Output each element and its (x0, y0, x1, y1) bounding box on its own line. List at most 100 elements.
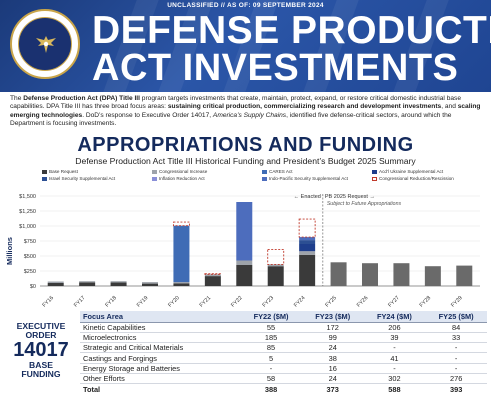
bar-segment-ukraine (299, 244, 316, 252)
bar-segment-cares (173, 225, 190, 283)
eo-14017-label: EXECUTIVE ORDER 14017 BASE FUNDING (13, 321, 69, 379)
table-cell-value: 33 (425, 332, 487, 344)
x-tick-label: FY17 (73, 295, 87, 309)
x-tick-label: FY26 (356, 295, 370, 309)
y-tick-label: $1,250 (19, 209, 36, 215)
col-header-focus-area: Focus Area (80, 311, 241, 323)
bar-segment-israel (299, 240, 316, 244)
table-row: Energy Storage and Batteries -16- - (80, 363, 487, 374)
bar-segment-base (204, 276, 221, 286)
bar-segment-rescission (204, 273, 222, 275)
bar-segment-base (456, 265, 473, 286)
table-cell-focus-area: Castings and Forgings (80, 352, 241, 364)
x-tick-label: FY20 (167, 295, 181, 309)
bar-segment-rescission (172, 221, 190, 227)
classification-banner: UNCLASSIFIED // AS OF: 09 SEPTEMBER 2024 (167, 2, 324, 9)
y-axis-label: Millions (5, 237, 14, 265)
table-cell-focus-area: Kinetic Capabilities (80, 322, 241, 333)
table-cell-value: 5 (240, 352, 302, 364)
x-tick-label: FY19 (136, 295, 150, 309)
table-total-row: Total 388 373 588 393 (80, 384, 487, 394)
table-cell-value: 39 (363, 332, 426, 344)
col-header-fy23: FY23 ($M) (301, 311, 364, 323)
bar-segment-congress (47, 281, 64, 283)
bar-segment-rescission (298, 218, 316, 238)
bar-segment-base (330, 262, 347, 286)
table-cell-value: - (425, 363, 487, 374)
bar-segment-base (393, 263, 410, 286)
table-row: Microelectronics 185 99 39 33 (80, 332, 487, 344)
bar-segment-base (424, 266, 441, 286)
x-tick-label: FY18 (104, 295, 118, 309)
bar-segment-base (110, 282, 127, 286)
bar-segment-congress (204, 274, 221, 277)
bar-segment-base (79, 282, 96, 286)
table-cell-value: 24 (301, 342, 364, 354)
annotation-enacted: ← Enacted (294, 194, 321, 200)
table-header-row: Focus Area FY22 ($M) FY23 ($M) FY24 ($M)… (80, 311, 487, 323)
eagle-icon (36, 36, 56, 53)
annotation-request: PB 2025 Request → (325, 194, 375, 200)
table-cell-value: 55 (240, 322, 302, 333)
bar-segment-base (142, 283, 158, 286)
col-header-fy24: FY24 ($M) (363, 311, 426, 323)
legend-item-indo: Indo-Pacific Security Supplemental Act (262, 176, 348, 181)
table-cell-value: 58 (240, 373, 302, 385)
chart-title: Defense Production Act Title III Histori… (75, 156, 416, 166)
y-tick-label: $0 (30, 284, 36, 290)
table-cell-value: - (240, 363, 302, 374)
x-tick-label: FY23 (262, 295, 276, 309)
y-tick-label: $750 (24, 239, 36, 245)
table-cell-focus-area: Microelectronics (80, 332, 241, 344)
bar-segment-indo (236, 202, 253, 261)
table-row: Castings and Forgings 5 38 41- (80, 352, 487, 364)
table-cell-value: 16 (301, 363, 364, 374)
table-cell-value: 99 (301, 332, 364, 344)
col-header-fy22: FY22 ($M) (240, 311, 302, 323)
table-row: Kinetic Capabilities 55 172 206 84 (80, 322, 487, 333)
bar-segment-base (299, 254, 316, 286)
bar-segment-congress (110, 281, 127, 283)
eo-funding-table: Focus Area FY22 ($M) FY23 ($M) FY24 ($M)… (80, 311, 487, 394)
x-tick-label: FY27 (387, 295, 401, 309)
table-cell-value: 206 (363, 322, 426, 333)
table-cell-focus-area: Other Efforts (80, 373, 241, 385)
bar-segment-congress (173, 282, 190, 284)
table-cell-value: 276 (425, 373, 487, 385)
funding-bar-chart: $0 $250 $500 $750 $1,000 $1,250 $1,500 Millions… (5, 194, 480, 309)
legend-item-cares: CARES Act (262, 169, 293, 174)
table-cell-value: - (425, 342, 487, 354)
legend-item-ira: Inflation Reduction Act (152, 176, 205, 181)
table-row: Other Efforts 58 24 302 276 (80, 373, 487, 385)
bar-segment-congress (236, 260, 253, 265)
bar-segment-congress (299, 251, 316, 255)
table-cell-value: 588 (388, 384, 401, 394)
bar-segment-rescission (267, 248, 285, 265)
legend-item-israel: Israel Security Supplemental Act (42, 176, 115, 181)
table-cell-value: 388 (264, 384, 278, 394)
x-tick-label: FY16 (42, 295, 56, 309)
table-cell-value: 185 (240, 332, 302, 344)
bar-segment-congress (267, 264, 284, 267)
table-cell-focus-area: Energy Storage and Batteries (80, 363, 241, 374)
legend-item-rescission: Congressional Reduction/Rescission (372, 176, 454, 181)
x-tick-label: FY21 (199, 295, 213, 309)
bar-segment-base (47, 283, 64, 286)
table-cell-value: - (425, 352, 487, 364)
y-tick-label: $1,500 (19, 194, 36, 200)
page-title-line1: DEFENSE PRODUCTION (92, 9, 491, 52)
x-tick-label: FY29 (450, 295, 464, 309)
bar-segment-base (362, 263, 378, 286)
intro-paragraph: The Defense Production Act (DPA) Title I… (10, 95, 481, 127)
x-tick-label: FY24 (293, 295, 307, 309)
section-title: APPROPRIATIONS AND FUNDING (77, 134, 414, 156)
table-cell-value: 373 (326, 384, 339, 394)
bar-segment-base (236, 265, 253, 286)
table-row: Strategic and Critical Materials 85 24- - (80, 342, 487, 354)
table-cell-value: 24 (301, 373, 364, 385)
bar-segment-indo (299, 237, 316, 241)
bar-segment-congress (142, 282, 158, 284)
table-cell-value: - (363, 342, 426, 354)
table-cell-value: 302 (363, 373, 426, 385)
table-cell-value: 172 (301, 322, 364, 333)
